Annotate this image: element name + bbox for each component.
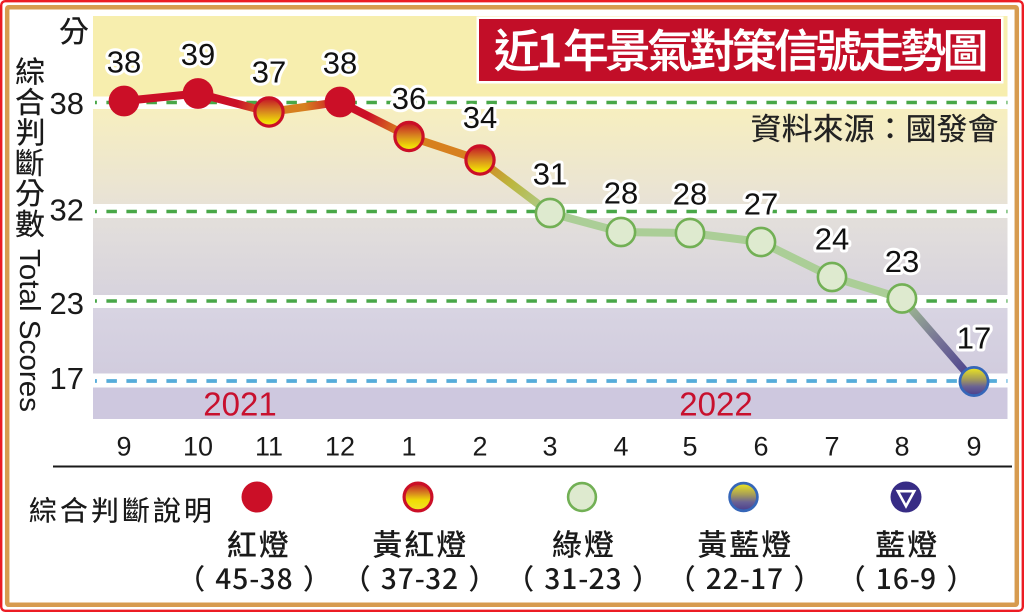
svg-text:36: 36 (392, 81, 426, 116)
svg-text:8: 8 (894, 432, 909, 462)
svg-text:17: 17 (50, 361, 84, 396)
svg-text:4: 4 (613, 432, 628, 462)
svg-text:38: 38 (50, 86, 84, 121)
svg-text:2: 2 (472, 432, 487, 462)
svg-text:38: 38 (107, 45, 141, 80)
svg-text:9: 9 (966, 432, 981, 462)
svg-text:24: 24 (815, 222, 849, 257)
svg-text:37: 37 (252, 55, 286, 90)
svg-text:2022: 2022 (679, 386, 752, 423)
svg-text:10: 10 (183, 432, 213, 462)
svg-text:23: 23 (50, 286, 84, 321)
svg-text:12: 12 (325, 432, 355, 462)
svg-text:17: 17 (957, 321, 991, 356)
svg-text:Total Scores: Total Scores (13, 249, 45, 412)
svg-text:27: 27 (744, 187, 778, 222)
svg-text:38: 38 (323, 46, 357, 81)
svg-text:7: 7 (824, 432, 839, 462)
svg-text:5: 5 (682, 432, 697, 462)
svg-text:28: 28 (673, 177, 707, 212)
svg-text:1: 1 (401, 432, 416, 462)
svg-text:39: 39 (181, 37, 215, 72)
svg-text:3: 3 (542, 432, 557, 462)
svg-text:23: 23 (885, 244, 919, 279)
svg-text:9: 9 (116, 432, 131, 462)
svg-text:2021: 2021 (203, 386, 276, 423)
svg-text:32: 32 (50, 193, 84, 228)
svg-text:31: 31 (533, 157, 567, 192)
svg-text:11: 11 (255, 432, 283, 462)
svg-text:28: 28 (604, 176, 638, 211)
svg-text:6: 6 (753, 432, 768, 462)
svg-text:34: 34 (463, 100, 497, 135)
